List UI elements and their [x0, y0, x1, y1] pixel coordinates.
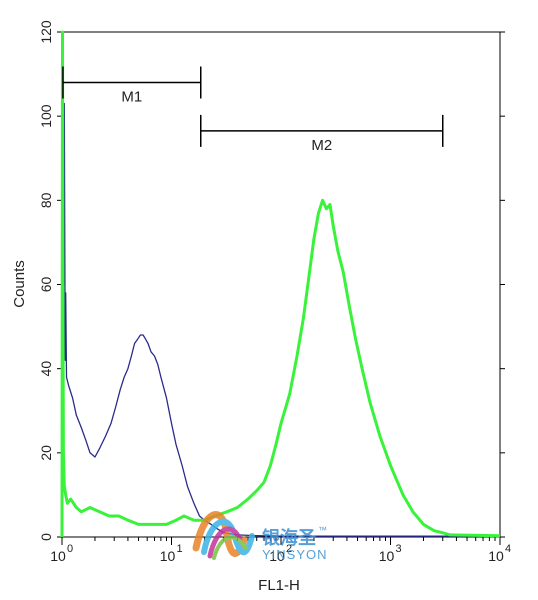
x-tick-exponent: 4	[505, 543, 511, 555]
watermark-trademark: ™	[318, 525, 327, 535]
y-tick-label: 60	[38, 277, 54, 293]
x-axis-label: FL1-H	[258, 577, 300, 594]
y-axis-ticks: 0 20 40 60 80 100 120	[38, 20, 505, 541]
watermark-chinese-name: 银海圣	[262, 527, 317, 549]
x-tick-label: 10	[379, 548, 395, 564]
marker-label: M1	[121, 89, 142, 106]
x-tick-exponent: 2	[286, 543, 292, 555]
x-tick-exponent: 1	[176, 543, 182, 555]
plot-frame	[61, 31, 501, 538]
x-tick-label: 10	[269, 548, 285, 564]
x-tick-exponent: 3	[395, 543, 401, 555]
x-tick-label: 10	[488, 548, 504, 564]
y-axis-label: Counts	[11, 260, 28, 308]
watermark-english-name: YINSYON	[262, 547, 328, 562]
y-tick-label: 40	[38, 361, 54, 377]
y-tick-label: 80	[38, 192, 54, 208]
x-tick-label: 10	[50, 548, 66, 564]
x-tick-label: 10	[160, 548, 176, 564]
y-tick-label: 120	[38, 20, 54, 44]
marker-label: M2	[311, 137, 332, 154]
y-tick-label: 0	[38, 533, 54, 541]
x-tick-exponent: 0	[67, 543, 73, 555]
y-tick-label: 100	[38, 104, 54, 128]
series-line-sample	[60, 30, 501, 538]
gate-markers: M1 M2	[62, 66, 444, 154]
y-tick-label: 20	[38, 445, 54, 461]
x-axis-ticks: 10 0 10 1 10 2 10 3 10 4	[50, 537, 511, 564]
watermark-logo: 银海圣 ™ YINSYON	[192, 511, 328, 562]
watermark-ribbon-icon	[192, 511, 255, 560]
